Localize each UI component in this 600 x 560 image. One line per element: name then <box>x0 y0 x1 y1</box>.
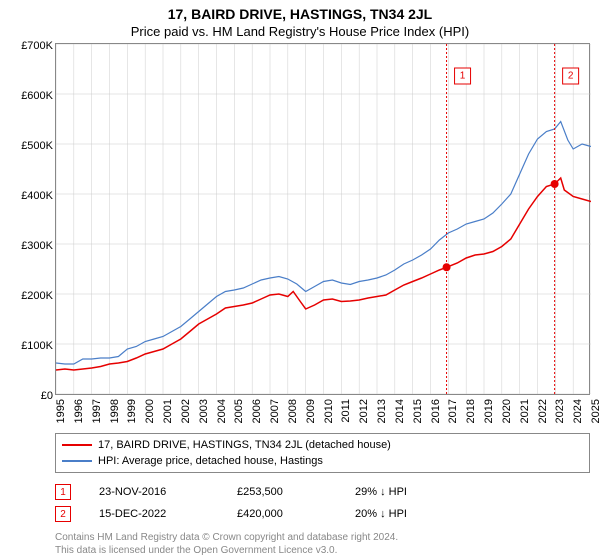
y-tick-label: £700K <box>21 40 53 52</box>
y-tick-label: £500K <box>21 140 53 152</box>
sale-table-row: 2 15-DEC-2022 £420,000 20% ↓ HPI <box>55 503 590 525</box>
x-tick-label: 2019 <box>483 399 495 423</box>
x-tick-label: 2023 <box>554 399 566 423</box>
x-tick-label: 2024 <box>572 399 584 423</box>
chart-subtitle: Price paid vs. HM Land Registry's House … <box>0 22 600 43</box>
x-tick-label: 1995 <box>55 399 67 423</box>
x-tick-label: 2008 <box>287 399 299 423</box>
x-tick-label: 2018 <box>465 399 477 423</box>
sale-date: 15-DEC-2022 <box>99 508 209 520</box>
sale-dot-1 <box>443 263 451 271</box>
x-tick-label: 2014 <box>394 399 406 423</box>
x-tick-label: 2025 <box>590 399 600 423</box>
x-tick-label: 1996 <box>73 399 85 423</box>
sale-table: 1 23-NOV-2016 £253,500 29% ↓ HPI 2 15-DEC-202… <box>55 481 590 525</box>
chart-plot-area: 12 <box>55 43 590 395</box>
legend-label: 17, BAIRD DRIVE, HASTINGS, TN34 2JL (det… <box>98 439 391 451</box>
x-tick-label: 1998 <box>109 399 121 423</box>
legend-swatch <box>62 444 92 446</box>
y-tick-label: £200K <box>21 290 53 302</box>
x-tick-label: 2011 <box>340 399 352 423</box>
x-tick-label: 2022 <box>537 399 549 423</box>
y-tick-label: £100K <box>21 340 53 352</box>
footnote-line2: This data is licensed under the Open Gov… <box>55 544 590 557</box>
y-tick-label: £0 <box>41 390 53 402</box>
x-tick-label: 1997 <box>91 399 103 423</box>
x-axis: 1995 1996 1997 1998 1999 2000 2001 2002 2003 2004… <box>55 395 590 433</box>
x-tick-label: 2002 <box>180 399 192 423</box>
y-tick-label: £600K <box>21 90 53 102</box>
legend-label: HPI: Average price, detached house, Hast… <box>98 455 323 467</box>
x-tick-label: 2004 <box>216 399 228 423</box>
y-tick-label: £300K <box>21 240 53 252</box>
svg-text:2: 2 <box>568 71 574 82</box>
sale-date: 23-NOV-2016 <box>99 486 209 498</box>
chart-title: 17, BAIRD DRIVE, HASTINGS, TN34 2JL <box>0 0 600 22</box>
sale-price: £253,500 <box>237 486 327 498</box>
x-tick-label: 2015 <box>412 399 424 423</box>
x-tick-label: 2001 <box>162 399 174 423</box>
x-tick-label: 2005 <box>233 399 245 423</box>
x-tick-label: 2009 <box>305 399 317 423</box>
sale-diff: 29% ↓ HPI <box>355 486 407 498</box>
sale-table-marker: 1 <box>55 484 71 500</box>
footnote-line1: Contains HM Land Registry data © Crown c… <box>55 531 590 544</box>
x-tick-label: 2021 <box>519 399 531 423</box>
x-tick-label: 2012 <box>358 399 370 423</box>
x-tick-label: 1999 <box>126 399 138 423</box>
y-axis: £0£100K£200K£300K£400K£500K£600K£700K <box>0 46 55 396</box>
svg-text:1: 1 <box>460 71 466 82</box>
footnote: Contains HM Land Registry data © Crown c… <box>55 531 590 557</box>
sale-table-row: 1 23-NOV-2016 £253,500 29% ↓ HPI <box>55 481 590 503</box>
legend: 17, BAIRD DRIVE, HASTINGS, TN34 2JL (det… <box>55 433 590 473</box>
legend-swatch <box>62 460 92 462</box>
x-tick-label: 2017 <box>447 399 459 423</box>
x-tick-label: 2007 <box>269 399 281 423</box>
y-tick-label: £400K <box>21 190 53 202</box>
x-tick-label: 2010 <box>323 399 335 423</box>
x-tick-label: 2006 <box>251 399 263 423</box>
x-tick-label: 2003 <box>198 399 210 423</box>
sale-table-marker: 2 <box>55 506 71 522</box>
legend-item: 17, BAIRD DRIVE, HASTINGS, TN34 2JL (det… <box>62 437 583 453</box>
sale-dot-2 <box>551 180 559 188</box>
x-tick-label: 2013 <box>376 399 388 423</box>
x-tick-label: 2016 <box>430 399 442 423</box>
x-tick-label: 2000 <box>144 399 156 423</box>
legend-item: HPI: Average price, detached house, Hast… <box>62 453 583 469</box>
x-tick-label: 2020 <box>501 399 513 423</box>
sale-diff: 20% ↓ HPI <box>355 508 407 520</box>
sale-price: £420,000 <box>237 508 327 520</box>
chart-svg: 12 <box>56 44 591 394</box>
